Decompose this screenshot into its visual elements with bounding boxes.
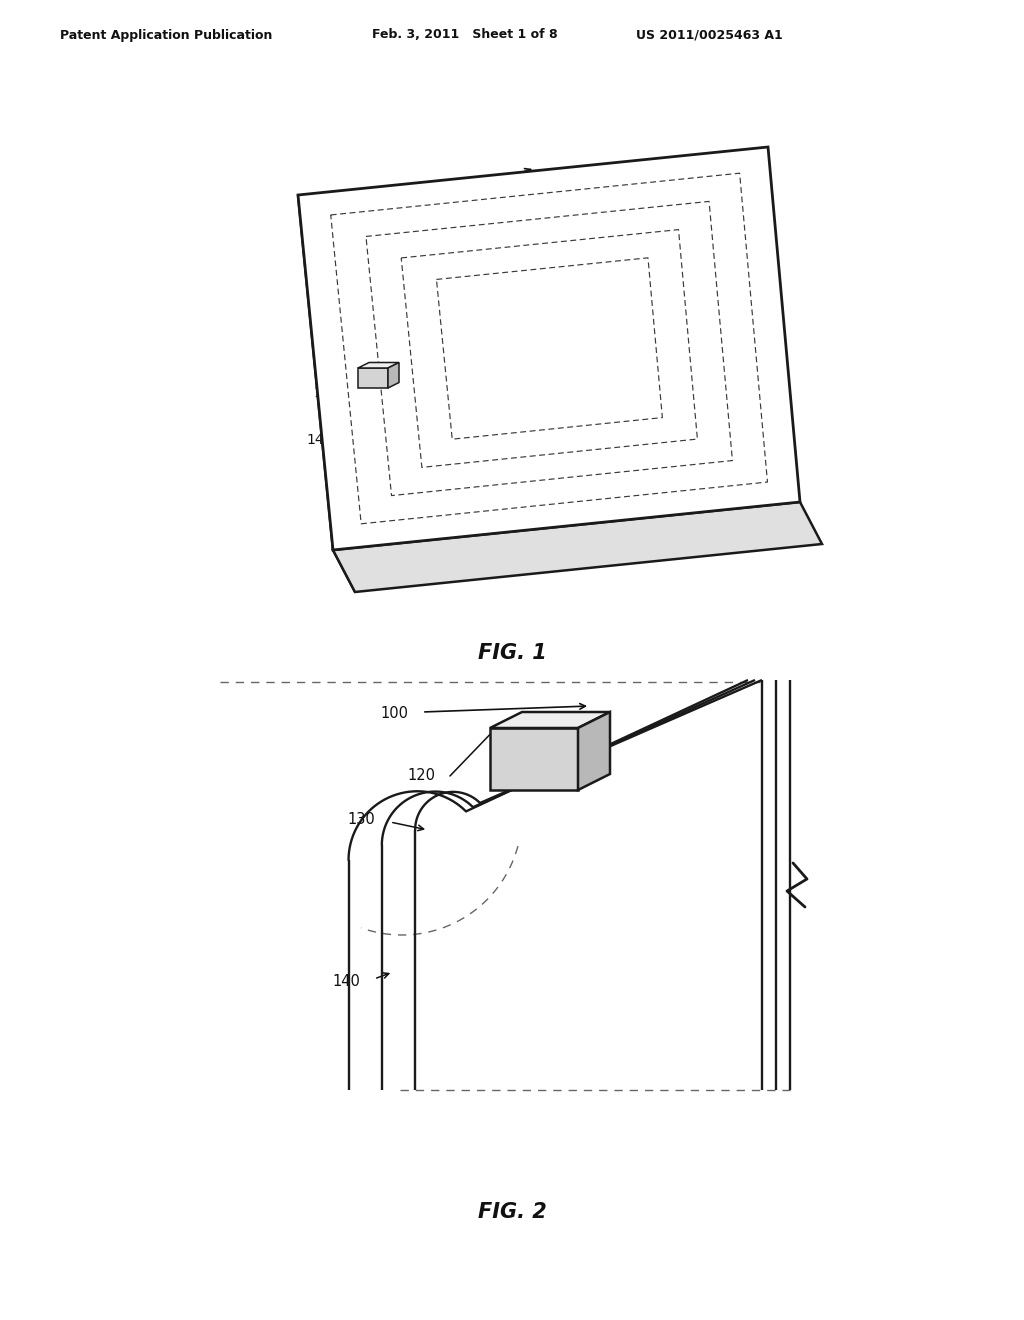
Text: 120: 120 — [322, 370, 348, 384]
Text: FIG. 1: FIG. 1 — [477, 643, 547, 663]
Polygon shape — [578, 711, 610, 789]
Polygon shape — [333, 502, 822, 591]
Polygon shape — [388, 363, 399, 388]
Text: FIG. 2: FIG. 2 — [477, 1203, 547, 1222]
Text: 130: 130 — [313, 385, 340, 400]
Polygon shape — [298, 195, 355, 591]
Text: 130: 130 — [347, 813, 375, 828]
Text: 120: 120 — [407, 767, 435, 783]
Text: Patent Application Publication: Patent Application Publication — [60, 29, 272, 41]
Text: 140: 140 — [332, 974, 360, 990]
Polygon shape — [490, 711, 610, 729]
Polygon shape — [358, 363, 399, 368]
Polygon shape — [358, 368, 388, 388]
Polygon shape — [298, 147, 800, 550]
Text: 140: 140 — [306, 433, 333, 447]
Text: 100: 100 — [380, 706, 408, 722]
Text: 100: 100 — [409, 189, 435, 203]
Text: Feb. 3, 2011   Sheet 1 of 8: Feb. 3, 2011 Sheet 1 of 8 — [372, 29, 558, 41]
Text: US 2011/0025463 A1: US 2011/0025463 A1 — [636, 29, 782, 41]
Polygon shape — [490, 729, 578, 789]
